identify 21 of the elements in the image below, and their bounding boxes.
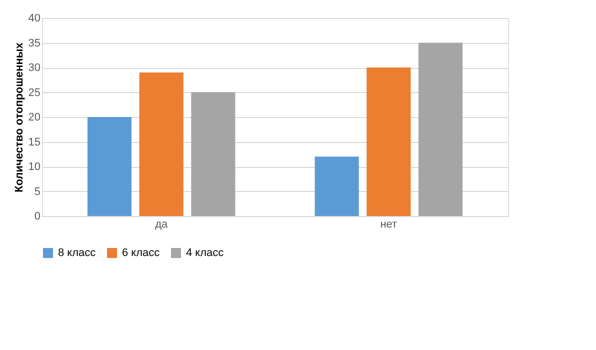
y-tick-label: 35 xyxy=(28,37,40,50)
y-tick-label: 40 xyxy=(28,12,40,24)
y-tick-label: 10 xyxy=(28,161,40,173)
bar xyxy=(87,117,132,216)
bar xyxy=(139,72,184,216)
x-tick-label: нет xyxy=(380,218,398,230)
x-tick-label: да xyxy=(155,218,168,230)
y-tick-label: 25 xyxy=(28,86,40,99)
y-axis-title: Количество отопрошенных xyxy=(13,42,26,192)
y-tick-label: 0 xyxy=(34,210,40,222)
y-tick-label: 20 xyxy=(28,112,40,124)
y-tick-label: 30 xyxy=(28,62,40,74)
bar xyxy=(191,92,236,216)
legend-label: 4 класс xyxy=(186,247,224,259)
bar xyxy=(366,68,411,216)
legend-label: 8 класс xyxy=(58,247,96,259)
legend-label: 6 класс xyxy=(122,247,160,259)
bar xyxy=(314,156,359,216)
y-tick-label: 5 xyxy=(34,186,40,198)
bar xyxy=(418,42,463,216)
y-tick-label: 15 xyxy=(28,136,40,148)
